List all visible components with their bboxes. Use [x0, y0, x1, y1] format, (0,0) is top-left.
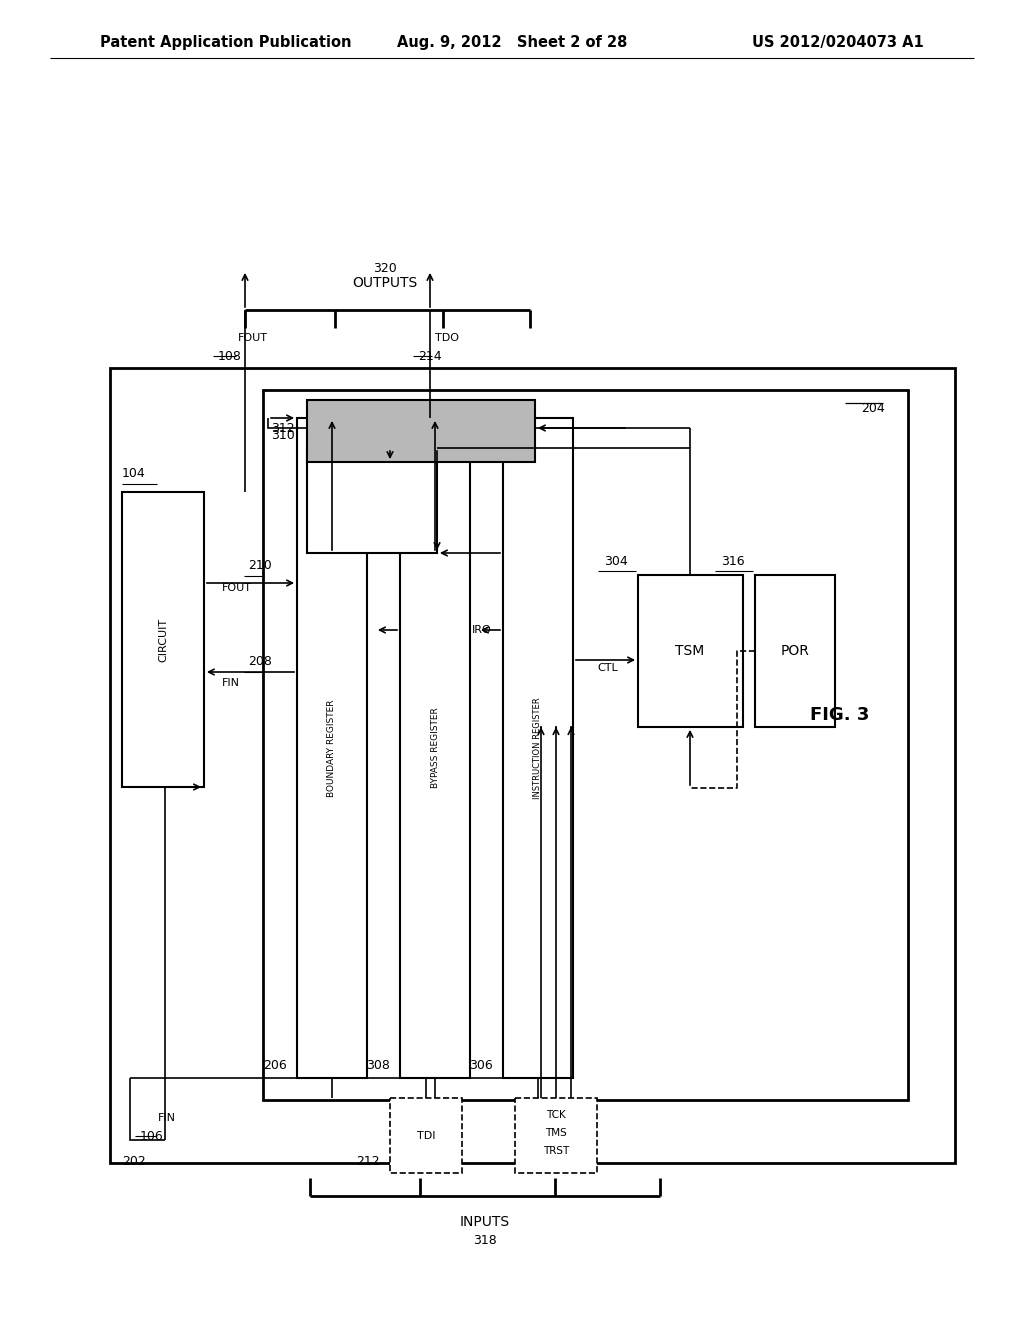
Text: BOUNDARY REGISTER: BOUNDARY REGISTER [328, 700, 337, 797]
Text: IRO: IRO [472, 624, 492, 635]
Text: Aug. 9, 2012   Sheet 2 of 28: Aug. 9, 2012 Sheet 2 of 28 [397, 34, 627, 49]
Text: 214: 214 [418, 350, 441, 363]
Text: INPUTS: INPUTS [460, 1214, 510, 1229]
Text: BYPASS REGISTER: BYPASS REGISTER [430, 708, 439, 788]
Text: TSM: TSM [676, 644, 705, 657]
Bar [122, 492, 204, 787]
Bar [110, 368, 955, 1163]
Text: 308: 308 [367, 1059, 390, 1072]
Text: 210: 210 [248, 558, 271, 572]
Text: 104: 104 [122, 467, 145, 480]
Text: 108: 108 [218, 350, 242, 363]
Text: Patent Application Publication: Patent Application Publication [100, 34, 351, 49]
Bar [755, 576, 835, 727]
Bar [503, 418, 573, 1078]
Bar [638, 576, 743, 727]
Text: FOUT: FOUT [222, 583, 252, 593]
Text: 310: 310 [271, 429, 295, 442]
Bar [390, 1098, 462, 1173]
Text: 306: 306 [469, 1059, 493, 1072]
Text: CIRCUIT: CIRCUIT [158, 618, 168, 663]
Text: INSTRUCTION REGISTER: INSTRUCTION REGISTER [534, 697, 543, 799]
Text: OUTPUTS: OUTPUTS [352, 276, 418, 290]
Text: 202: 202 [122, 1155, 145, 1168]
Text: US 2012/0204073 A1: US 2012/0204073 A1 [753, 34, 924, 49]
Text: FIN: FIN [158, 1113, 176, 1123]
Text: TDO: TDO [435, 333, 459, 343]
Bar [297, 418, 367, 1078]
Text: 206: 206 [263, 1059, 287, 1072]
Bar [515, 1098, 597, 1173]
Text: 204: 204 [861, 403, 885, 414]
Text: 316: 316 [721, 554, 745, 568]
Text: CTL: CTL [598, 663, 618, 673]
Bar [263, 389, 908, 1100]
Text: TMS: TMS [545, 1129, 567, 1138]
Bar [307, 447, 437, 553]
Text: 312: 312 [271, 421, 295, 434]
Text: 304: 304 [604, 554, 628, 568]
Text: FIG. 3: FIG. 3 [810, 706, 869, 723]
Text: POR: POR [780, 644, 809, 657]
Text: 318: 318 [473, 1233, 497, 1246]
Text: TDI: TDI [417, 1131, 435, 1140]
Text: TRST: TRST [543, 1146, 569, 1156]
Text: TCK: TCK [546, 1110, 566, 1119]
Text: 208: 208 [248, 655, 272, 668]
Text: 212: 212 [356, 1155, 380, 1168]
Text: FOUT: FOUT [238, 333, 268, 343]
Text: FIN: FIN [222, 678, 240, 688]
Text: 320: 320 [373, 261, 397, 275]
Text: 106: 106 [140, 1130, 164, 1143]
Bar [307, 400, 535, 462]
Bar [400, 418, 470, 1078]
